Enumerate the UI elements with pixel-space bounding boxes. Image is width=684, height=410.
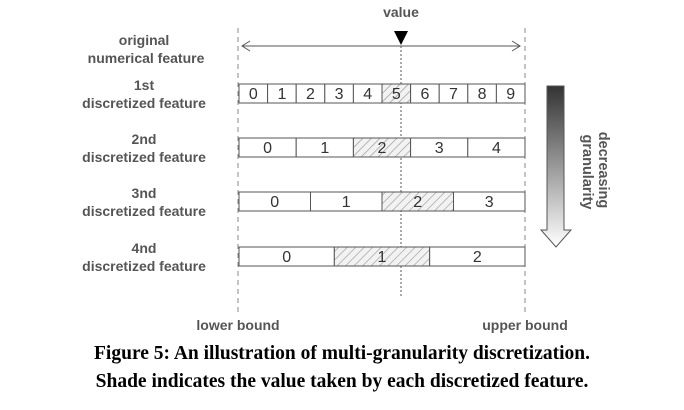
cell-value: 0 [263, 140, 272, 157]
cell-value: 3 [435, 140, 444, 157]
lower-bound-label: lower bound [196, 317, 279, 333]
feature-label-1: 1st discretized feature [82, 77, 206, 111]
upper-bound-label: upper bound [482, 317, 568, 333]
discretization-diagram: value original numerical feature 1st disc… [82, 4, 611, 333]
cell-value: 7 [449, 86, 458, 103]
cell-value: 9 [506, 86, 515, 103]
cell-value: 0 [249, 86, 258, 103]
granularity-label: decreasing granularity [579, 132, 611, 213]
feature-label-3: 3nd discretized feature [82, 185, 206, 219]
caption-line-1: Figure 5: An illustration of multi-granu… [94, 343, 590, 364]
caption-line-2: Shade indicates the value taken by each … [95, 371, 589, 392]
feature-cell [429, 246, 526, 267]
cell-value: 2 [413, 194, 422, 211]
cell-value: 8 [478, 86, 487, 103]
cell-value: 0 [282, 249, 291, 266]
feature-label-3-line2: discretized feature [82, 203, 206, 219]
feature-label-2: 2nd discretized feature [82, 131, 206, 165]
feature-label-2-line1: 2nd [132, 131, 157, 147]
cell-value: 5 [392, 86, 401, 103]
feature-cell [453, 191, 526, 212]
feature-cell [495, 83, 526, 104]
value-marker-icon [394, 31, 408, 45]
feature-label-4-line2: discretized feature [82, 258, 206, 274]
cell-value: 1 [320, 140, 329, 157]
figure-caption: Figure 5: An illustration of multi-granu… [0, 340, 684, 396]
feature-label-4: 4nd discretized feature [82, 240, 206, 274]
feature-label-4-line1: 4nd [132, 240, 157, 256]
feature-label-3-line1: 3nd [132, 185, 157, 201]
discretized-feature-rows: 1st discretized feature 0 1 2 3 4 5 6 7 8 9 2nd discr… [82, 77, 526, 274]
feature-label-1-line2: discretized feature [82, 95, 206, 111]
cell-value: 1 [342, 194, 351, 211]
feature-label-2-line2: discretized feature [82, 149, 206, 165]
cell-value: 2 [473, 249, 482, 266]
original-feature-range-arrow [241, 40, 521, 52]
cell-value: 4 [363, 86, 372, 103]
cell-value: 1 [378, 249, 387, 266]
granularity-label-line2: granularity [579, 135, 595, 210]
original-feature-label-line2: numerical feature [88, 50, 205, 66]
cell-value: 6 [420, 86, 429, 103]
cell-value: 1 [277, 86, 286, 103]
original-feature-label-line1: original [119, 32, 170, 48]
feature-label-1-line1: 1st [134, 77, 155, 93]
cell-value: 3 [485, 194, 494, 211]
cell-value: 2 [378, 140, 387, 157]
cell-value: 3 [335, 86, 344, 103]
value-label: value [383, 4, 419, 20]
feature-cell [467, 137, 526, 158]
cell-value: 0 [270, 194, 279, 211]
cell-value: 4 [492, 140, 501, 157]
granularity-arrow-icon [539, 85, 573, 248]
cell-value: 2 [306, 86, 315, 103]
original-feature-label: original numerical feature [88, 32, 205, 66]
granularity-label-line1: decreasing [595, 132, 611, 209]
